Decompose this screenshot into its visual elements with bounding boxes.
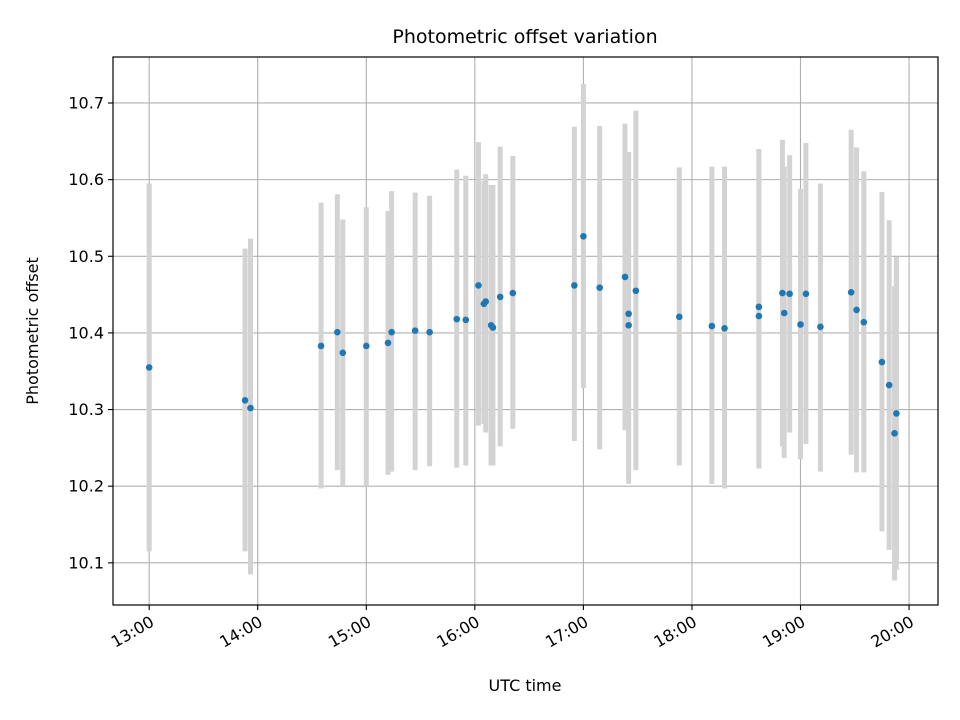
data-point xyxy=(247,404,254,412)
data-point xyxy=(489,324,497,331)
data-point xyxy=(853,306,860,314)
data-point xyxy=(388,328,395,336)
plot-area-frame xyxy=(112,56,939,606)
data-point xyxy=(580,233,587,240)
data-point xyxy=(797,321,804,328)
y-axis-label: Photometric offset xyxy=(23,257,42,405)
data-point xyxy=(462,316,470,324)
data-point xyxy=(625,310,632,318)
data-point xyxy=(596,284,603,291)
data-point xyxy=(334,328,341,336)
data-point xyxy=(482,298,489,305)
data-point xyxy=(571,282,578,289)
y-tick-label: 10.6 xyxy=(68,170,104,189)
data-point xyxy=(786,290,793,298)
data-point xyxy=(411,327,419,334)
y-tick-label: 10.1 xyxy=(68,553,104,572)
data-point xyxy=(362,342,370,350)
data-point xyxy=(817,323,824,331)
data-point xyxy=(721,325,728,332)
y-tick-label: 10.3 xyxy=(68,400,104,419)
data-point xyxy=(509,289,517,297)
data-point xyxy=(780,309,788,317)
data-point xyxy=(625,321,632,329)
data-point xyxy=(453,315,461,323)
data-point xyxy=(708,322,716,330)
data-point xyxy=(860,318,868,326)
data-point xyxy=(893,410,900,417)
data-point xyxy=(384,339,392,347)
data-point xyxy=(878,358,886,366)
data-point xyxy=(317,342,325,350)
data-point xyxy=(475,282,482,289)
data-point xyxy=(496,293,504,301)
data-point xyxy=(755,303,763,311)
data-point xyxy=(802,290,810,298)
data-point xyxy=(885,381,893,389)
data-point xyxy=(891,430,898,437)
data-point xyxy=(779,289,786,297)
x-axis-label: UTC time xyxy=(489,676,562,695)
y-tick-label: 10.7 xyxy=(68,93,104,112)
y-tick-label: 10.2 xyxy=(68,477,104,496)
data-point xyxy=(755,312,763,320)
data-point xyxy=(145,364,153,371)
data-point xyxy=(675,313,683,321)
y-tick-label: 10.5 xyxy=(68,247,104,266)
chart-title: Photometric offset variation xyxy=(392,26,657,48)
data-points xyxy=(145,233,900,437)
data-point xyxy=(241,397,249,404)
data-point xyxy=(621,273,629,281)
data-point xyxy=(632,287,640,295)
data-point xyxy=(847,288,855,296)
data-point xyxy=(339,349,347,357)
y-tick-label: 10.4 xyxy=(68,323,104,342)
data-point xyxy=(426,328,433,336)
